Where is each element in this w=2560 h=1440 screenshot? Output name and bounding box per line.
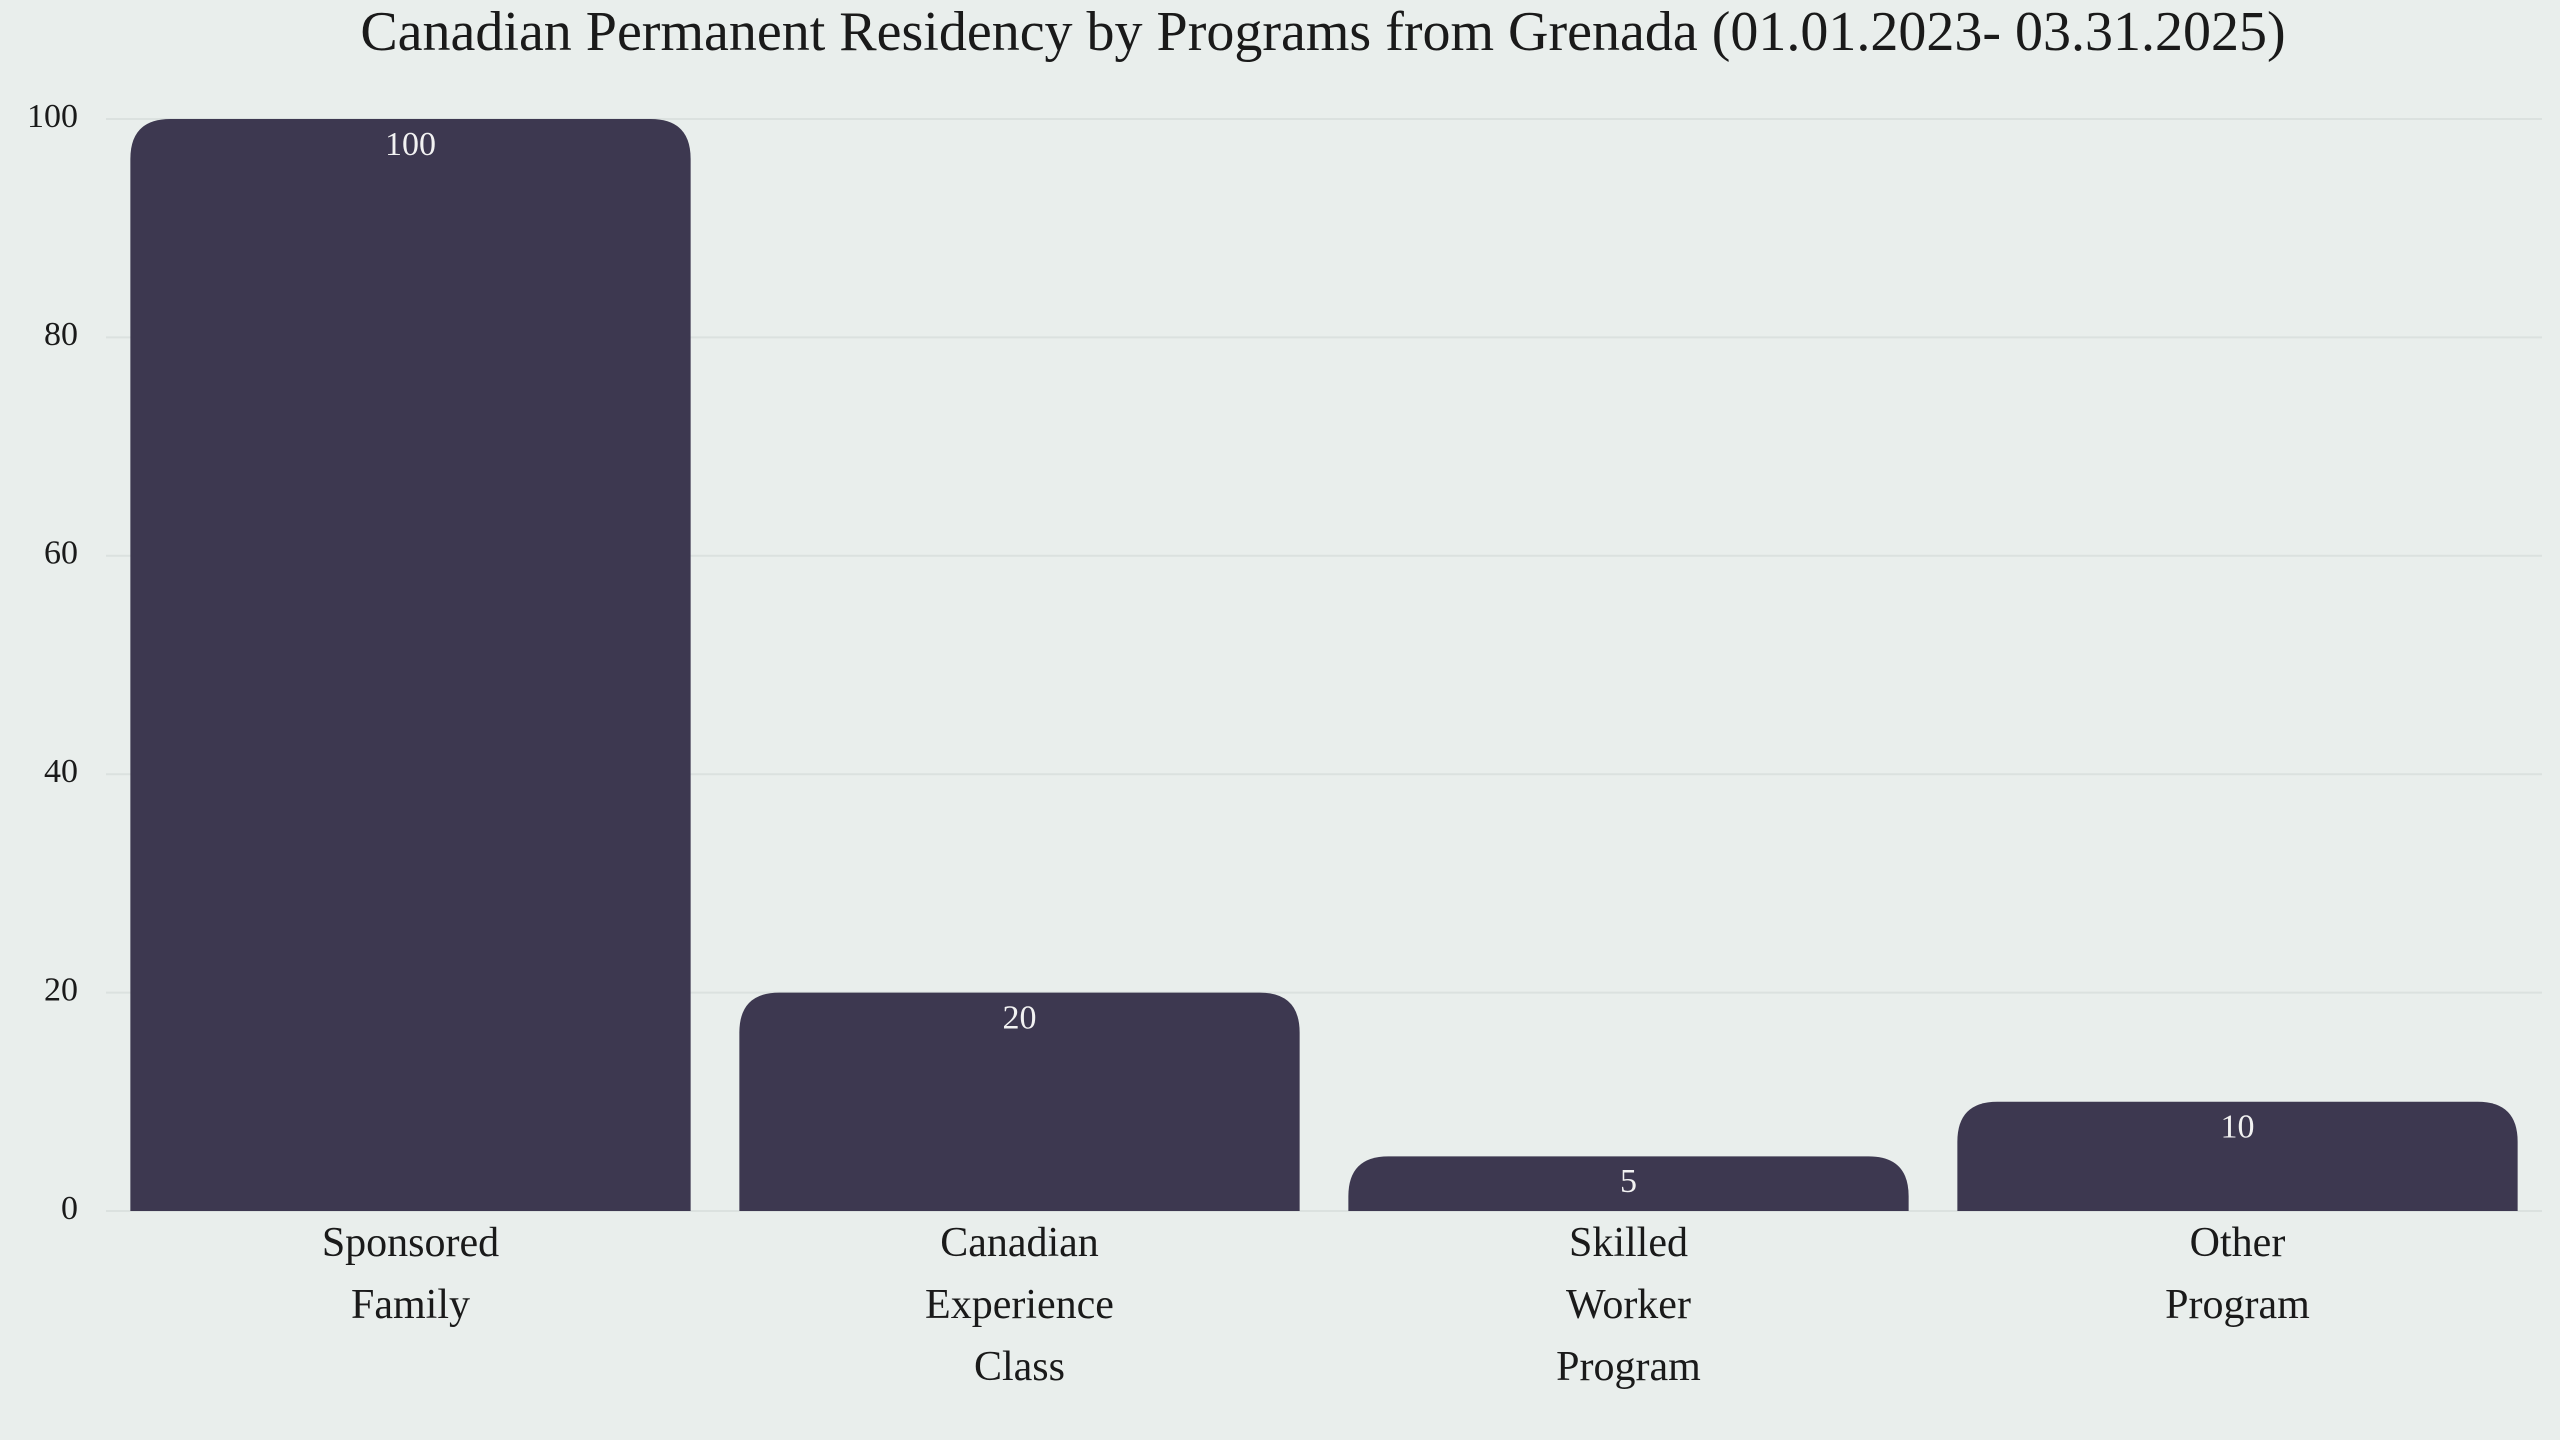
x-tick-label: Skilled Worker Program	[1556, 1220, 1701, 1390]
chart-title: Canadian Permanent Residency by Programs…	[360, 1, 2285, 63]
bar	[1348, 1156, 1909, 1211]
x-tick-label: Canadian Experience Class	[925, 1220, 1114, 1390]
y-tick-label: 0	[61, 1190, 78, 1227]
bar	[739, 992, 1300, 1211]
data-label: 5	[1620, 1163, 1637, 1200]
bar	[1957, 1101, 2518, 1211]
y-tick-label: 80	[44, 316, 78, 353]
data-label: 20	[1003, 999, 1037, 1036]
x-tick-label: Other Program	[2165, 1220, 2310, 1328]
data-label: 100	[385, 126, 436, 163]
data-label: 10	[2221, 1109, 2255, 1146]
y-tick-label: 100	[27, 98, 78, 135]
bar	[130, 119, 691, 1211]
y-tick-label: 20	[44, 971, 78, 1008]
x-tick-label: Sponsored Family	[322, 1220, 499, 1328]
y-tick-label: 60	[44, 535, 78, 572]
y-tick-label: 40	[44, 753, 78, 790]
